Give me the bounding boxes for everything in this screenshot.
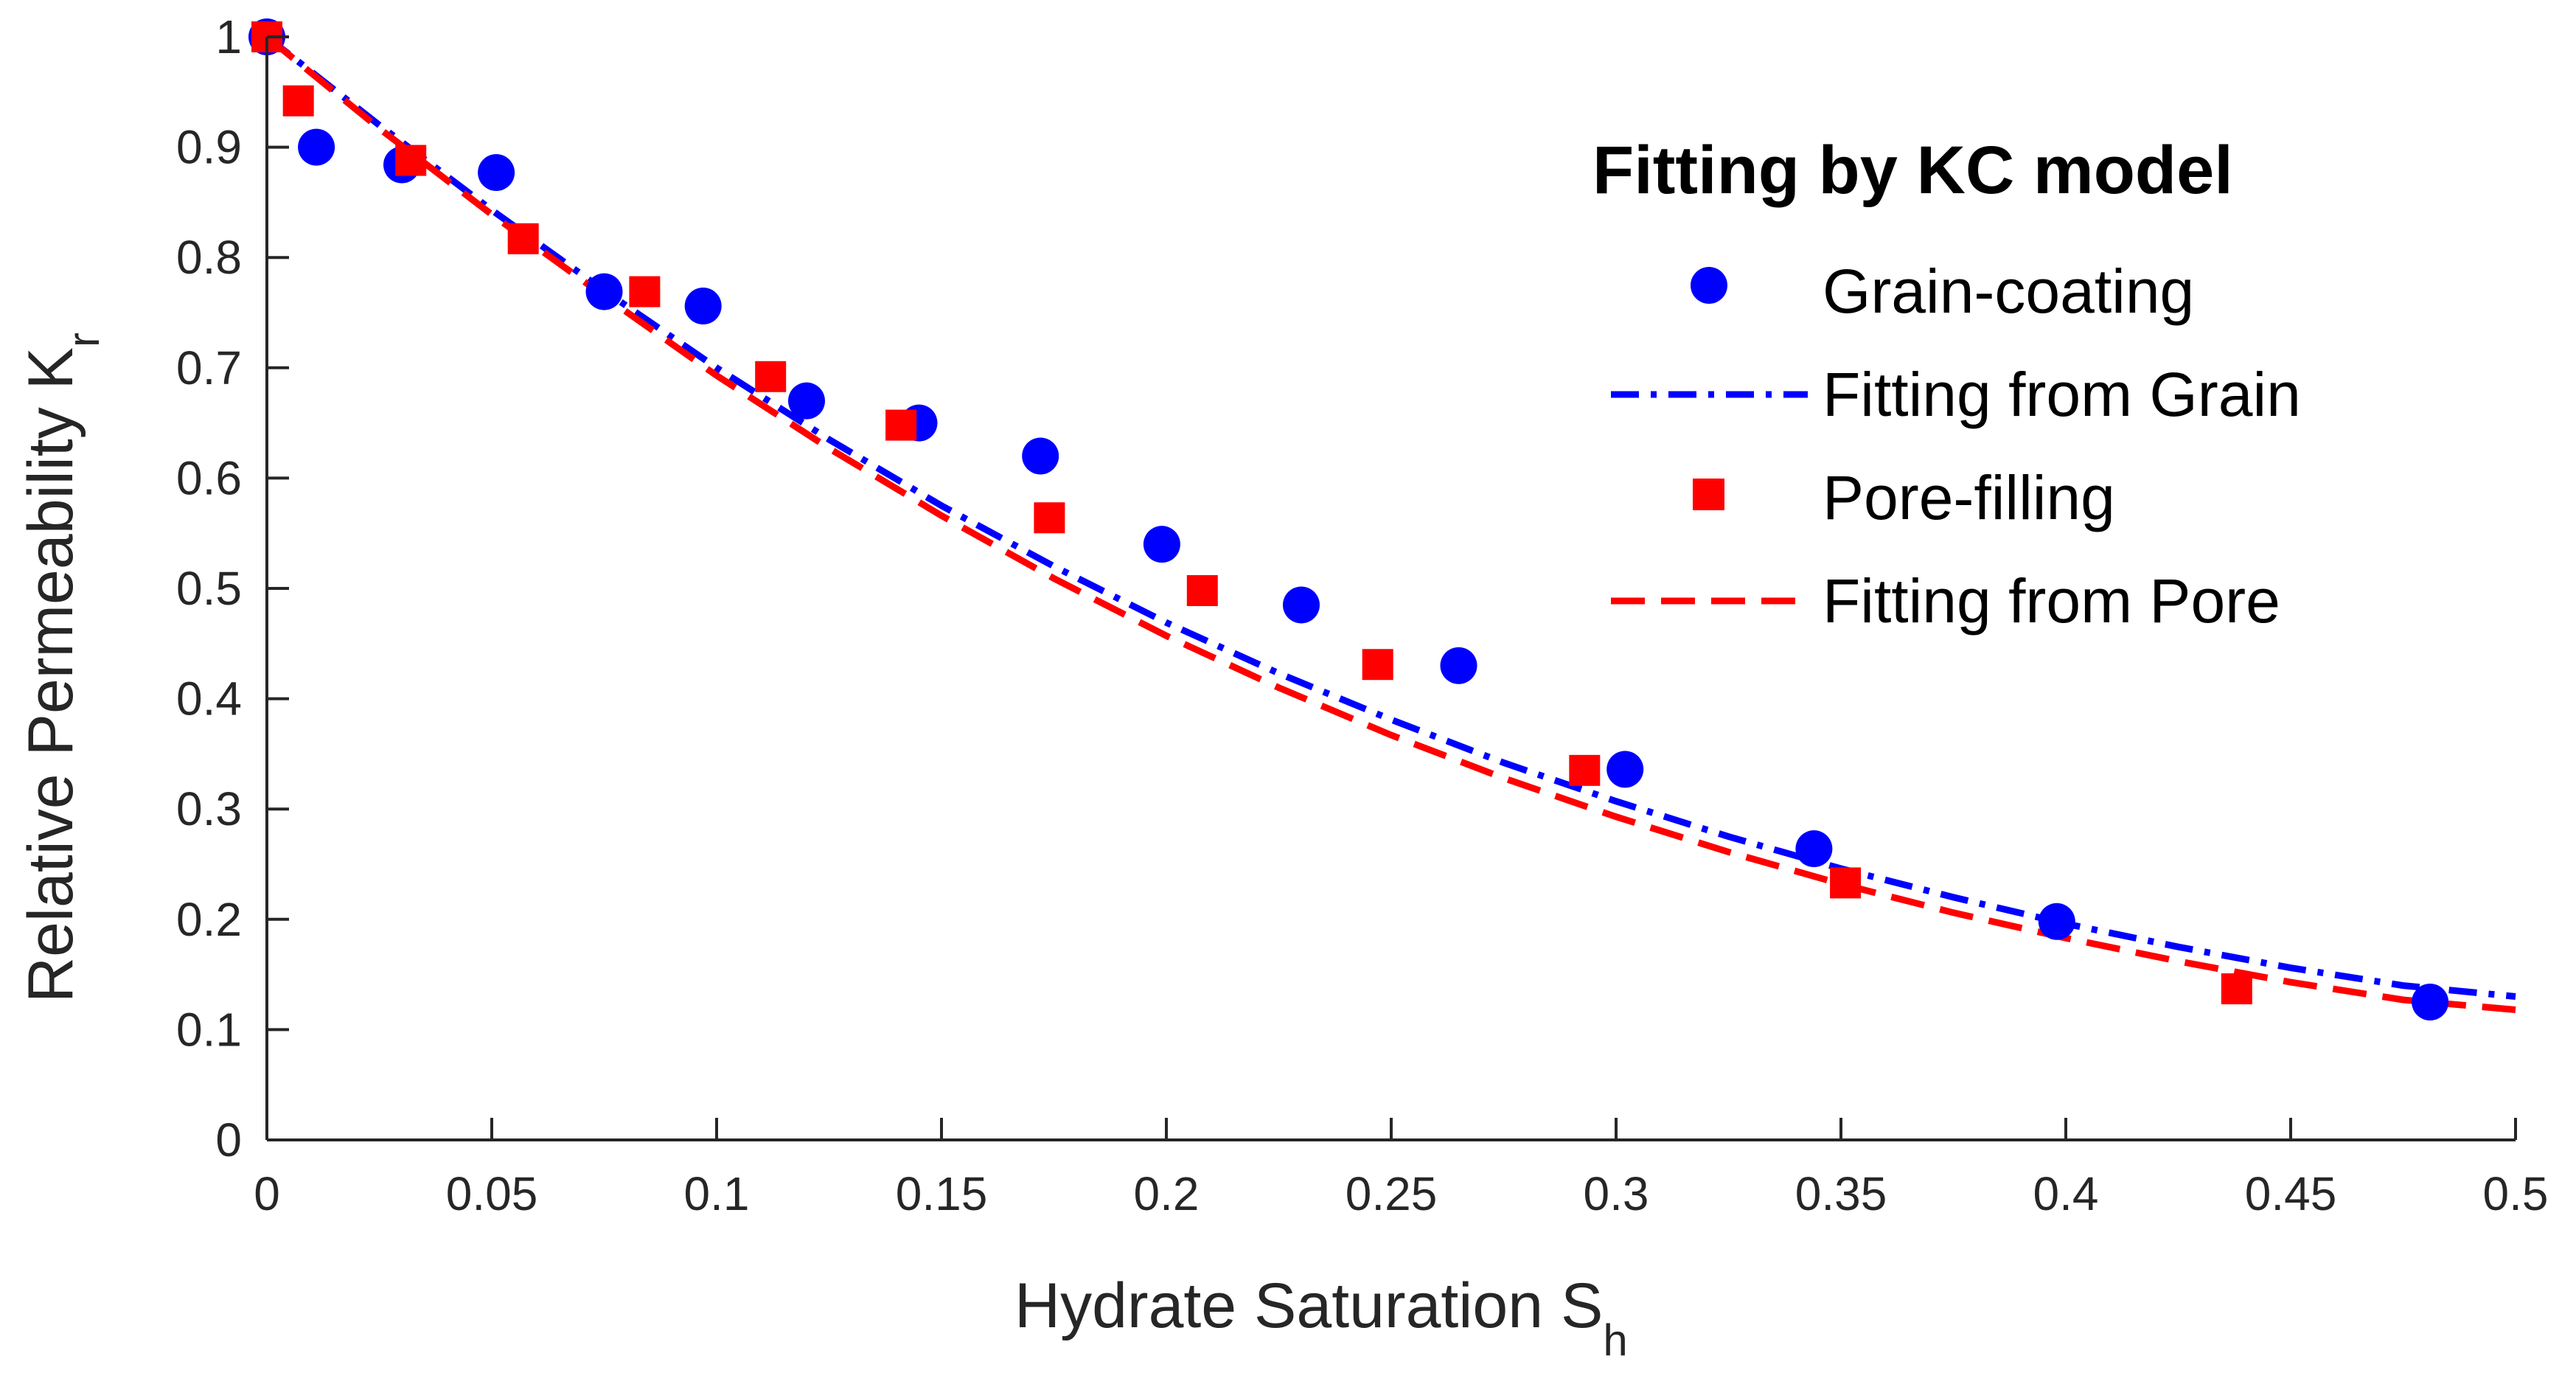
grain-coating-point	[585, 273, 623, 310]
legend-label-fitting-from-grain: Fitting from Grain	[1823, 360, 2301, 429]
pore-filling-point	[507, 223, 539, 254]
pore-filling-point	[395, 145, 427, 176]
grain-coating-point	[1143, 526, 1180, 563]
x-tick-label: 0.4	[2033, 1167, 2099, 1220]
x-tick-label: 0.35	[1795, 1167, 1887, 1220]
x-tick-label: 0	[254, 1167, 280, 1220]
x-tick-label: 0.3	[1584, 1167, 1649, 1220]
x-tick-label: 0.05	[446, 1167, 538, 1220]
plot-area	[248, 18, 2516, 1020]
pore-filling-point	[1830, 867, 1862, 899]
x-tick-label: 0.1	[684, 1167, 750, 1220]
legend-label-fitting-from-pore: Fitting from Pore	[1823, 566, 2280, 636]
pore-filling-point	[1362, 649, 1393, 681]
y-tick-label: 0.1	[176, 1003, 242, 1056]
legend: Fitting by KC model Grain-coating Fittin…	[1592, 133, 2301, 636]
pore-filling-point	[2221, 973, 2252, 1005]
x-tick-label: 0.45	[2245, 1167, 2337, 1220]
y-tick-label: 1	[215, 10, 242, 63]
x-axis-label-main: Hydrate Saturation S	[1014, 1270, 1603, 1341]
grain-coating-point	[1283, 586, 1320, 624]
x-tick-label: 0.2	[1134, 1167, 1200, 1220]
grain-coating-point	[684, 288, 722, 325]
x-axis-label-subscript: h	[1603, 1315, 1627, 1365]
grain-coating-point	[1795, 830, 1833, 868]
legend-label-grain-coating: Grain-coating	[1823, 257, 2194, 326]
grain-coating-point	[1022, 437, 1059, 475]
y-axis-label-main: Relative Permeability K	[15, 347, 86, 1003]
grain-coating-point	[1606, 751, 1644, 788]
grain-coating-point	[2412, 984, 2449, 1020]
grain-coating-point	[1440, 647, 1477, 684]
grain-coating-point	[788, 382, 825, 420]
grain-coating-point	[478, 154, 515, 192]
legend-entry-grain-coating: Grain-coating	[1691, 257, 2194, 326]
x-axis-label: Hydrate Saturation Sh	[1014, 1270, 1628, 1365]
y-tick-label: 0.9	[176, 121, 242, 174]
y-axis-label-subscript: r	[59, 333, 108, 347]
y-tick-label: 0.6	[176, 451, 242, 504]
y-tick-label: 0.3	[176, 782, 242, 835]
pore-filling-point	[1186, 574, 1218, 606]
y-tick-label: 0.5	[176, 562, 242, 615]
x-tick-label: 0.25	[1346, 1167, 1438, 1220]
pore-filling-point	[1569, 754, 1601, 786]
y-axis-label: Relative Permeability Kr	[15, 333, 108, 1003]
y-tick-label: 0.2	[176, 893, 242, 946]
pore-filling-point	[282, 85, 314, 117]
x-tick-label: 0.5	[2483, 1167, 2549, 1220]
y-axis-ticks: 0 0.1 0.2 0.3 0.4 0.5 0.6 0.7 0.8 0.9 1	[176, 10, 289, 1166]
x-tick-label: 0.15	[896, 1167, 988, 1220]
legend-label-pore-filling: Pore-filling	[1823, 463, 2115, 532]
legend-title: Fitting by KC model	[1592, 133, 2233, 208]
series-line-fitting-from-grain	[265, 34, 2516, 1000]
grain-coating-point	[298, 128, 335, 166]
legend-entry-fitting-from-grain: Fitting from Grain	[1611, 360, 2301, 429]
y-tick-label: 0.4	[176, 672, 242, 726]
series-line-fitting-from-pore	[265, 34, 2516, 1013]
y-tick-label: 0.8	[176, 231, 242, 284]
y-tick-label: 0.7	[176, 341, 242, 394]
pore-filling-point	[755, 361, 787, 392]
y-tick-label: 0	[215, 1113, 242, 1166]
legend-entry-pore-filling: Pore-filling	[1693, 463, 2115, 532]
legend-marker-pore-filling	[1693, 479, 1724, 510]
pore-filling-point	[885, 409, 917, 441]
pore-filling-point	[1034, 502, 1065, 534]
x-axis-ticks: 0 0.05 0.1 0.15 0.2 0.25 0.3 0.35 0.4 0.45 0.5	[254, 1118, 2548, 1220]
legend-marker-grain-coating	[1691, 267, 1727, 304]
grain-coating-point	[2038, 903, 2075, 940]
pore-filling-point	[629, 276, 661, 307]
legend-entry-fitting-from-pore: Fitting from Pore	[1611, 566, 2280, 636]
